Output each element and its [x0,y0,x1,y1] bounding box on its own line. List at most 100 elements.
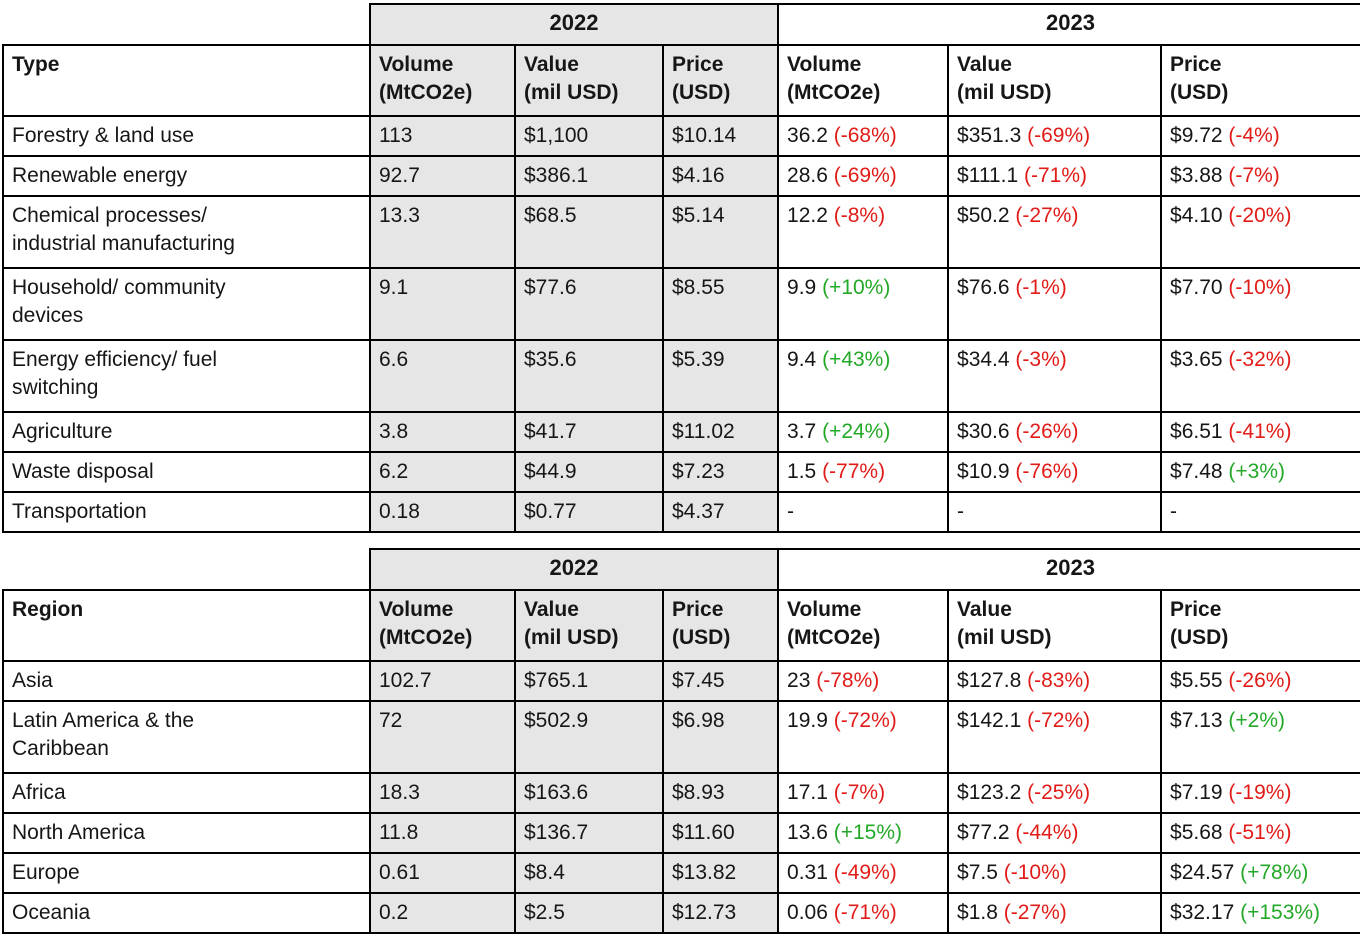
row-label: North America [2,812,371,854]
cell-value: - [957,500,965,523]
cell-change-percent: (-68%) [833,124,897,147]
cell-value: $7.13 [1170,709,1223,732]
cell-value: 102.7 [379,669,432,692]
data-cell: $12.73 [661,892,780,934]
label-column-header: Type [2,44,371,117]
cell-change-percent: (-27%) [1015,204,1079,227]
cell-value: $7.45 [672,669,725,692]
cell-change-percent: (+10%) [822,276,891,299]
data-cell: 6.2 [369,451,516,493]
cell-value: $5.68 [1170,821,1223,844]
data-cell: $136.7 [514,812,664,854]
data-cell: $5.68 (-51%) [1160,812,1360,854]
row-label: Energy efficiency/ fuel switching [2,339,371,413]
cell-change-percent: (-26%) [1015,420,1079,443]
row-label: Household/ community devices [2,267,371,341]
column-header-2022-0: Volume (MtCO2e) [369,589,516,662]
cell-value: $7.19 [1170,781,1223,804]
data-cell: $7.23 [661,451,780,493]
cell-value: $11.60 [672,821,735,844]
data-cell: $10.14 [661,115,780,157]
data-cell: 13.6 (+15%) [777,812,950,854]
data-cell: $9.72 (-4%) [1160,115,1360,157]
data-cell: 18.3 [369,772,516,814]
cell-value: 9.9 [787,276,817,299]
cell-value: - [787,500,795,523]
cell-value: $32.17 [1170,901,1235,924]
cell-value: 19.9 [787,709,828,732]
data-cell: $127.8 (-83%) [947,660,1163,702]
cell-value: 11.8 [379,821,419,844]
table-row: Africa 18.3 $163.6 $8.93 17.1 (-7%) $123.2 (-… [2,772,1360,814]
cell-change-percent: (-69%) [833,164,897,187]
cell-change-percent: (+78%) [1240,861,1309,884]
cell-value: $50.2 [957,204,1010,227]
cell-value: 0.2 [379,901,409,924]
cell-value: $1.8 [957,901,998,924]
cell-value: 6.6 [379,348,409,371]
column-header-2023-3: Volume (MtCO2e) [777,44,950,117]
column-header-2023-5: Price (USD) [1160,589,1360,662]
data-cell: $142.1 (-72%) [947,700,1163,774]
data-cell: $11.60 [661,812,780,854]
data-cell: 13.3 [369,195,516,269]
cell-value: $7.48 [1170,460,1223,483]
table-row: Transportation 0.18 $0.77 $4.37 - - - [2,491,1360,533]
cell-change-percent: (-44%) [1015,821,1079,844]
data-cell: $32.17 (+153%) [1160,892,1360,934]
data-cell: $351.3 (-69%) [947,115,1163,157]
data-cell: $76.6 (-1%) [947,267,1163,341]
data-cell: $4.37 [661,491,780,533]
cell-value: $7.5 [957,861,998,884]
data-cell: $8.93 [661,772,780,814]
data-cell: 72 [369,700,516,774]
data-cell: 92.7 [369,155,516,197]
row-label: Chemical processes/ industrial manufactu… [2,195,371,269]
cell-value: 36.2 [787,124,828,147]
cell-value: $163.6 [524,781,589,804]
cell-change-percent: (-83%) [1027,669,1091,692]
column-header-row: Region Volume (MtCO2e) Value (mil USD) Pric… [2,589,1360,662]
cell-change-percent: (-26%) [1228,669,1292,692]
data-cell: $34.4 (-3%) [947,339,1163,413]
data-cell: $77.2 (-44%) [947,812,1163,854]
data-cell: 23 (-78%) [777,660,950,702]
table-row: North America 11.8 $136.7 $11.60 13.6 (+15%)… [2,812,1360,854]
cell-change-percent: (-10%) [1003,861,1067,884]
data-cell: $7.45 [661,660,780,702]
year-header-2023: 2023 [777,548,1360,591]
data-cell: 28.6 (-69%) [777,155,950,197]
data-cell: $5.14 [661,195,780,269]
data-cell: 0.18 [369,491,516,533]
cell-value: $127.8 [957,669,1022,692]
cell-value: $35.6 [524,348,577,371]
cell-value: 0.18 [379,500,420,523]
data-cell: 9.4 (+43%) [777,339,950,413]
row-label: Latin America & the Caribbean [2,700,371,774]
cell-value: 3.8 [379,420,409,443]
row-label: Renewable energy [2,155,371,197]
cell-value: $10.9 [957,460,1010,483]
column-header-2023-4: Value (mil USD) [947,589,1163,662]
row-label: Europe [2,852,371,894]
cell-value: $9.72 [1170,124,1223,147]
data-cell: 0.2 [369,892,516,934]
data-cell: 0.61 [369,852,516,894]
cell-value: 18.3 [379,781,420,804]
column-header-2023-4: Value (mil USD) [947,44,1163,117]
cell-value: $5.55 [1170,669,1223,692]
type-table: 2022 2023 Type Volume (MtCO2e) Value (mil US… [2,3,1360,533]
cell-value: $3.65 [1170,348,1223,371]
cell-change-percent: (-49%) [833,861,897,884]
cell-change-percent: (-25%) [1027,781,1091,804]
cell-value: 13.6 [787,821,828,844]
year-header-row: 2022 2023 [3,548,1360,591]
cell-value: $7.70 [1170,276,1223,299]
table-row: Asia 102.7 $765.1 $7.45 23 (-78%) $127.8 (-83… [2,660,1360,702]
cell-value: 9.4 [787,348,817,371]
data-cell: 11.8 [369,812,516,854]
column-header-2022-1: Value (mil USD) [514,589,664,662]
cell-change-percent: (-8%) [833,204,886,227]
data-cell: $7.5 (-10%) [947,852,1163,894]
column-header-2022-2: Price (USD) [661,44,780,117]
